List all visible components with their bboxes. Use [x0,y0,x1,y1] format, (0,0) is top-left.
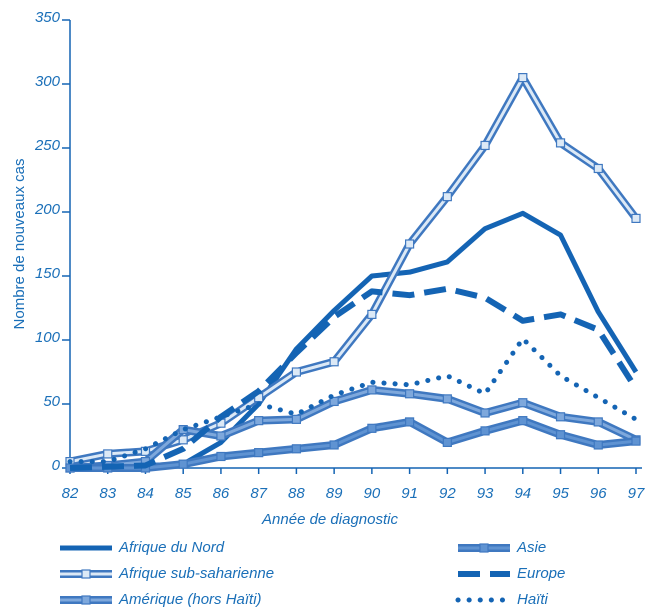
x-axis-label: Année de diagnostic [261,511,398,528]
marker [103,449,113,459]
x-tick-label: 91 [401,485,418,502]
marker [291,444,301,454]
series-line [67,336,639,465]
marker [405,389,415,399]
marker [329,440,339,450]
marker [442,192,452,202]
marker [442,394,452,404]
x-tick-label: 88 [288,485,305,502]
legend-label: Haïti [517,591,549,608]
x-tick-label: 86 [213,485,230,502]
marker [518,72,528,83]
marker [405,239,415,249]
x-tick-label: 87 [250,485,267,502]
marker [518,416,528,426]
marker [480,408,490,418]
y-tick-label: 100 [35,329,61,346]
legend-marker [479,543,489,553]
x-tick-label: 93 [477,485,494,502]
x-tick-label: 90 [364,485,381,502]
x-tick-label: 92 [439,485,456,502]
series-line [69,76,638,464]
marker [518,398,528,408]
marker [593,163,603,174]
series-line [69,388,637,470]
marker [291,414,301,424]
marker [291,367,301,377]
marker [593,440,603,450]
marker [367,309,377,319]
x-tick-label: 95 [552,485,569,502]
x-tick-label: 82 [62,485,79,502]
legend-label: Amérique (hors Haïti) [118,591,262,608]
marker [631,436,641,446]
legend-label: Asie [516,539,546,556]
marker [480,140,490,151]
x-tick-label: 97 [628,485,645,502]
marker [555,412,566,422]
y-tick-label: 200 [34,201,61,218]
marker [631,213,641,223]
marker [555,430,566,440]
marker [555,138,566,148]
legend-marker [81,595,91,605]
x-tick-label: 94 [514,485,531,502]
series-line [69,285,639,471]
x-tick-label: 83 [99,485,116,502]
x-tick-label: 96 [590,485,607,502]
marker [367,385,377,395]
y-tick-label: 50 [43,393,60,410]
marker [442,437,452,447]
series-line [70,419,637,470]
legend-label: Afrique du Nord [118,539,225,556]
marker [178,459,188,469]
marker [593,417,603,427]
marker [405,417,415,427]
x-tick-label: 84 [137,485,154,502]
y-tick-label: 0 [52,457,61,474]
marker [367,423,377,433]
x-tick-label: 89 [326,485,343,502]
y-tick-label: 350 [35,9,61,26]
marker [329,396,339,407]
y-tick-label: 250 [34,137,61,154]
marker [254,416,264,426]
legend-label: Afrique sub-saharienne [118,565,274,582]
marker [480,426,490,436]
marker [216,451,226,462]
legend-marker [81,569,91,579]
legend-label: Europe [517,565,565,582]
marker [254,448,264,458]
y-tick-label: 150 [35,265,61,282]
marker [329,357,339,367]
marker [216,431,226,441]
y-axis-label: Nombre de nouveaux cas [11,159,28,330]
y-tick-label: 300 [35,73,61,90]
line-outline [69,73,640,466]
x-tick-label: 85 [175,485,192,502]
marker [178,435,188,445]
